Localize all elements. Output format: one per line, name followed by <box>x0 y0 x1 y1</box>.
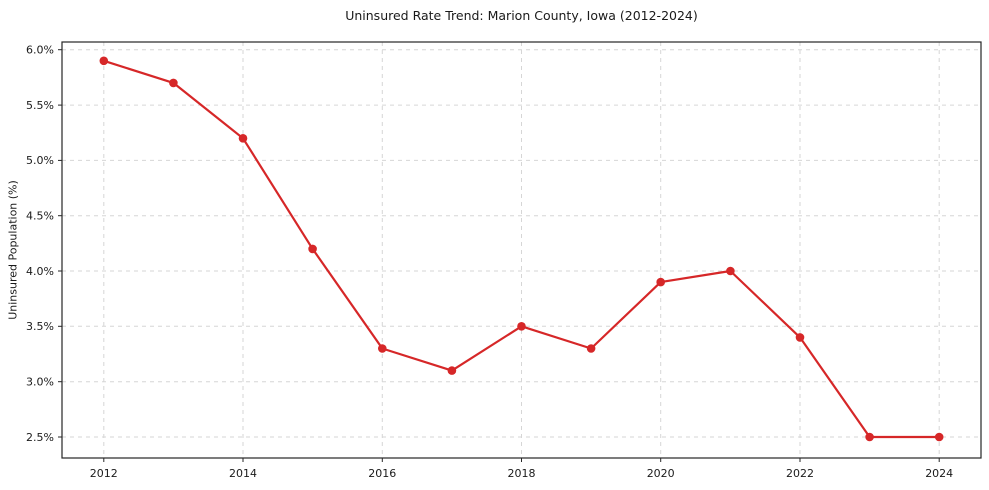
y-tick-label: 4.0% <box>26 265 54 278</box>
data-point-marker <box>934 432 944 442</box>
y-tick-label: 6.0% <box>26 44 54 57</box>
data-point-marker <box>517 322 526 331</box>
data-point-marker <box>378 344 387 353</box>
y-tick-label: 5.5% <box>26 99 54 112</box>
x-tick-label: 2012 <box>90 467 118 480</box>
data-point-marker <box>865 432 874 442</box>
data-point-marker <box>99 56 109 66</box>
x-tick-label: 2024 <box>925 467 953 480</box>
chart-title: Uninsured Rate Trend: Marion County, Iow… <box>345 8 698 23</box>
x-tick-label: 2014 <box>229 467 257 480</box>
data-point-marker <box>726 266 735 276</box>
y-tick-label: 2.5% <box>26 431 54 444</box>
x-tick-label: 2020 <box>647 467 675 480</box>
x-tick-label: 2022 <box>786 467 814 480</box>
y-tick-label: 4.5% <box>26 210 54 223</box>
y-tick-label: 3.5% <box>26 320 54 333</box>
data-point-marker <box>169 78 178 88</box>
y-tick-label: 5.0% <box>26 154 54 167</box>
data-point-marker <box>656 277 665 287</box>
data-point-marker <box>308 244 317 254</box>
x-tick-label: 2018 <box>508 467 536 480</box>
data-point-marker <box>447 366 457 375</box>
data-point-marker <box>795 333 805 342</box>
x-tick-label: 2016 <box>368 467 396 480</box>
y-tick-label: 3.0% <box>26 376 54 389</box>
data-point-marker <box>586 344 596 353</box>
data-point-marker <box>238 134 248 143</box>
